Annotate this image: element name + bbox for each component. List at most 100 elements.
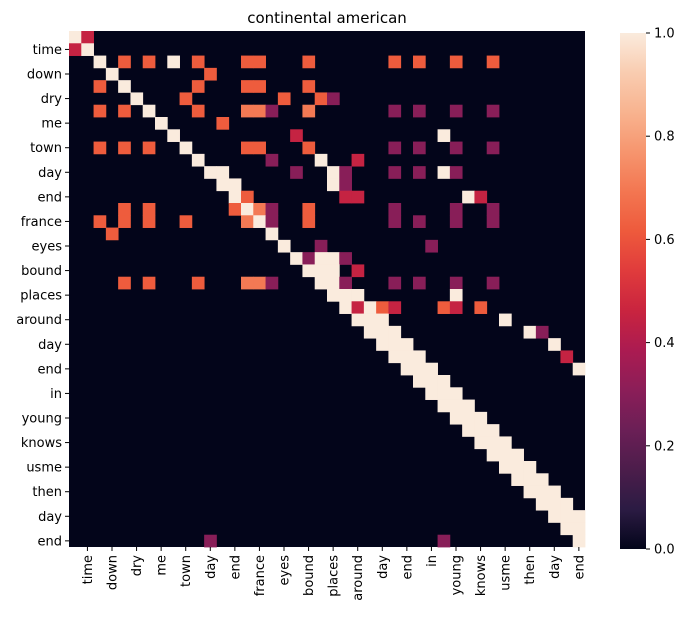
heatmap-cell	[560, 522, 574, 536]
heatmap-cell	[191, 153, 205, 167]
heatmap-cell	[376, 325, 389, 339]
x-tick-label: end	[400, 555, 415, 580]
heatmap-cell	[400, 338, 414, 351]
heatmap-cell	[302, 215, 316, 228]
colorbar-tick-labels: 0.0 0.2 0.4 0.6 0.8 1.0	[646, 27, 675, 558]
heatmap-cell	[548, 497, 561, 511]
heatmap-cell	[81, 31, 94, 44]
heatmap-cell	[523, 461, 537, 474]
heatmap-cell	[449, 289, 463, 302]
heatmap-cell	[277, 239, 291, 253]
heatmap-cell	[486, 436, 500, 450]
x-tick-label: day	[204, 555, 219, 579]
heatmap-cell	[130, 92, 144, 106]
heatmap-cell	[241, 215, 254, 228]
heatmap-cell	[486, 141, 500, 155]
heatmap-cell	[388, 203, 402, 216]
y-tick-label: end	[38, 362, 63, 377]
x-tick-label: usme	[499, 555, 514, 591]
heatmap-cell	[241, 104, 254, 118]
heatmap-cell	[413, 215, 426, 228]
heatmap-cell	[449, 104, 463, 118]
heatmap-cell	[216, 117, 230, 130]
heatmap-cell	[327, 264, 340, 278]
heatmap-cell	[142, 276, 156, 290]
heatmap-cell	[499, 436, 512, 450]
heatmap-cell	[449, 301, 463, 314]
x-tick-label: me	[155, 555, 170, 576]
heatmap-cell	[339, 166, 352, 179]
heatmap-cell	[302, 203, 316, 216]
heatmap-cell	[486, 276, 500, 290]
y-tick-label: time	[33, 43, 62, 58]
x-tick-label: eyes	[278, 555, 293, 586]
heatmap-cell	[253, 55, 266, 69]
heatmap-cell	[142, 55, 156, 69]
colorbar-tick-label: 0.8	[654, 130, 675, 145]
y-tick-label: eyes	[32, 240, 63, 255]
heatmap-cell	[241, 276, 254, 290]
heatmap-cell	[105, 227, 119, 241]
y-tick-label: young	[22, 412, 62, 427]
heatmap-cell	[351, 190, 365, 204]
x-tick-label: down	[106, 555, 121, 590]
heatmap-cell	[400, 350, 414, 364]
heatmap-cell	[486, 55, 500, 69]
heatmap-cell	[179, 215, 193, 228]
colorbar-tick-label: 0.2	[654, 439, 675, 454]
colorbar-tick-label: 0.6	[654, 233, 675, 248]
heatmap-cell	[548, 510, 561, 523]
heatmap-cell	[93, 55, 107, 69]
heatmap-cell	[302, 104, 316, 118]
x-tick-label: time	[81, 555, 96, 584]
y-tick-label: day	[38, 338, 62, 353]
heatmap-cell	[339, 301, 352, 314]
heatmap-cell	[388, 301, 402, 314]
heatmap-cell	[339, 252, 352, 265]
heatmap-cell	[118, 215, 131, 228]
heatmap-cell	[474, 411, 488, 425]
y-tick-label: down	[27, 68, 62, 83]
x-tick-label: young	[450, 555, 465, 595]
heatmap-cell	[462, 411, 475, 425]
x-tick-label: around	[351, 555, 366, 601]
y-tick-label: france	[21, 215, 62, 230]
heatmap-cell	[388, 141, 402, 155]
heatmap-cell	[253, 141, 266, 155]
y-tick-label: day	[38, 166, 62, 181]
y-tick-label: dry	[41, 92, 63, 107]
heatmap-cell	[511, 448, 524, 462]
heatmap-cell	[93, 141, 107, 155]
heatmap-cell	[81, 43, 94, 56]
heatmap-cell	[339, 178, 352, 192]
heatmap-cell	[425, 375, 438, 388]
heatmap-cell	[413, 166, 426, 179]
heatmap-cell	[413, 55, 426, 69]
heatmap-cell	[572, 534, 586, 548]
y-tick-labels: time down dry me town day end france eyes bound pl…	[16, 43, 69, 549]
heatmap-cell	[241, 55, 254, 69]
heatmap-cell	[118, 276, 131, 290]
heatmap-cell	[413, 276, 426, 290]
heatmap-cell	[204, 534, 217, 548]
heatmap-cell	[302, 55, 316, 69]
heatmap-cell	[376, 301, 389, 314]
heatmap-cell	[449, 387, 463, 400]
heatmap-cell	[413, 350, 426, 364]
x-tick-label: day	[376, 555, 391, 579]
heatmap-cell	[363, 325, 377, 339]
heatmap-cell	[118, 141, 131, 155]
heatmap-cell	[449, 411, 463, 425]
x-tick-label: france	[253, 555, 268, 596]
heatmap-cell	[327, 276, 340, 290]
heatmap-cell	[425, 239, 438, 253]
heatmap-cell	[290, 129, 303, 142]
heatmap-cell	[314, 252, 328, 265]
heatmap-cell	[241, 80, 254, 93]
heatmap-cell	[253, 80, 266, 93]
heatmap-cell	[486, 215, 500, 228]
heatmap-cell	[327, 166, 340, 179]
heatmap-cell	[449, 141, 463, 155]
heatmap-cell	[155, 117, 168, 130]
